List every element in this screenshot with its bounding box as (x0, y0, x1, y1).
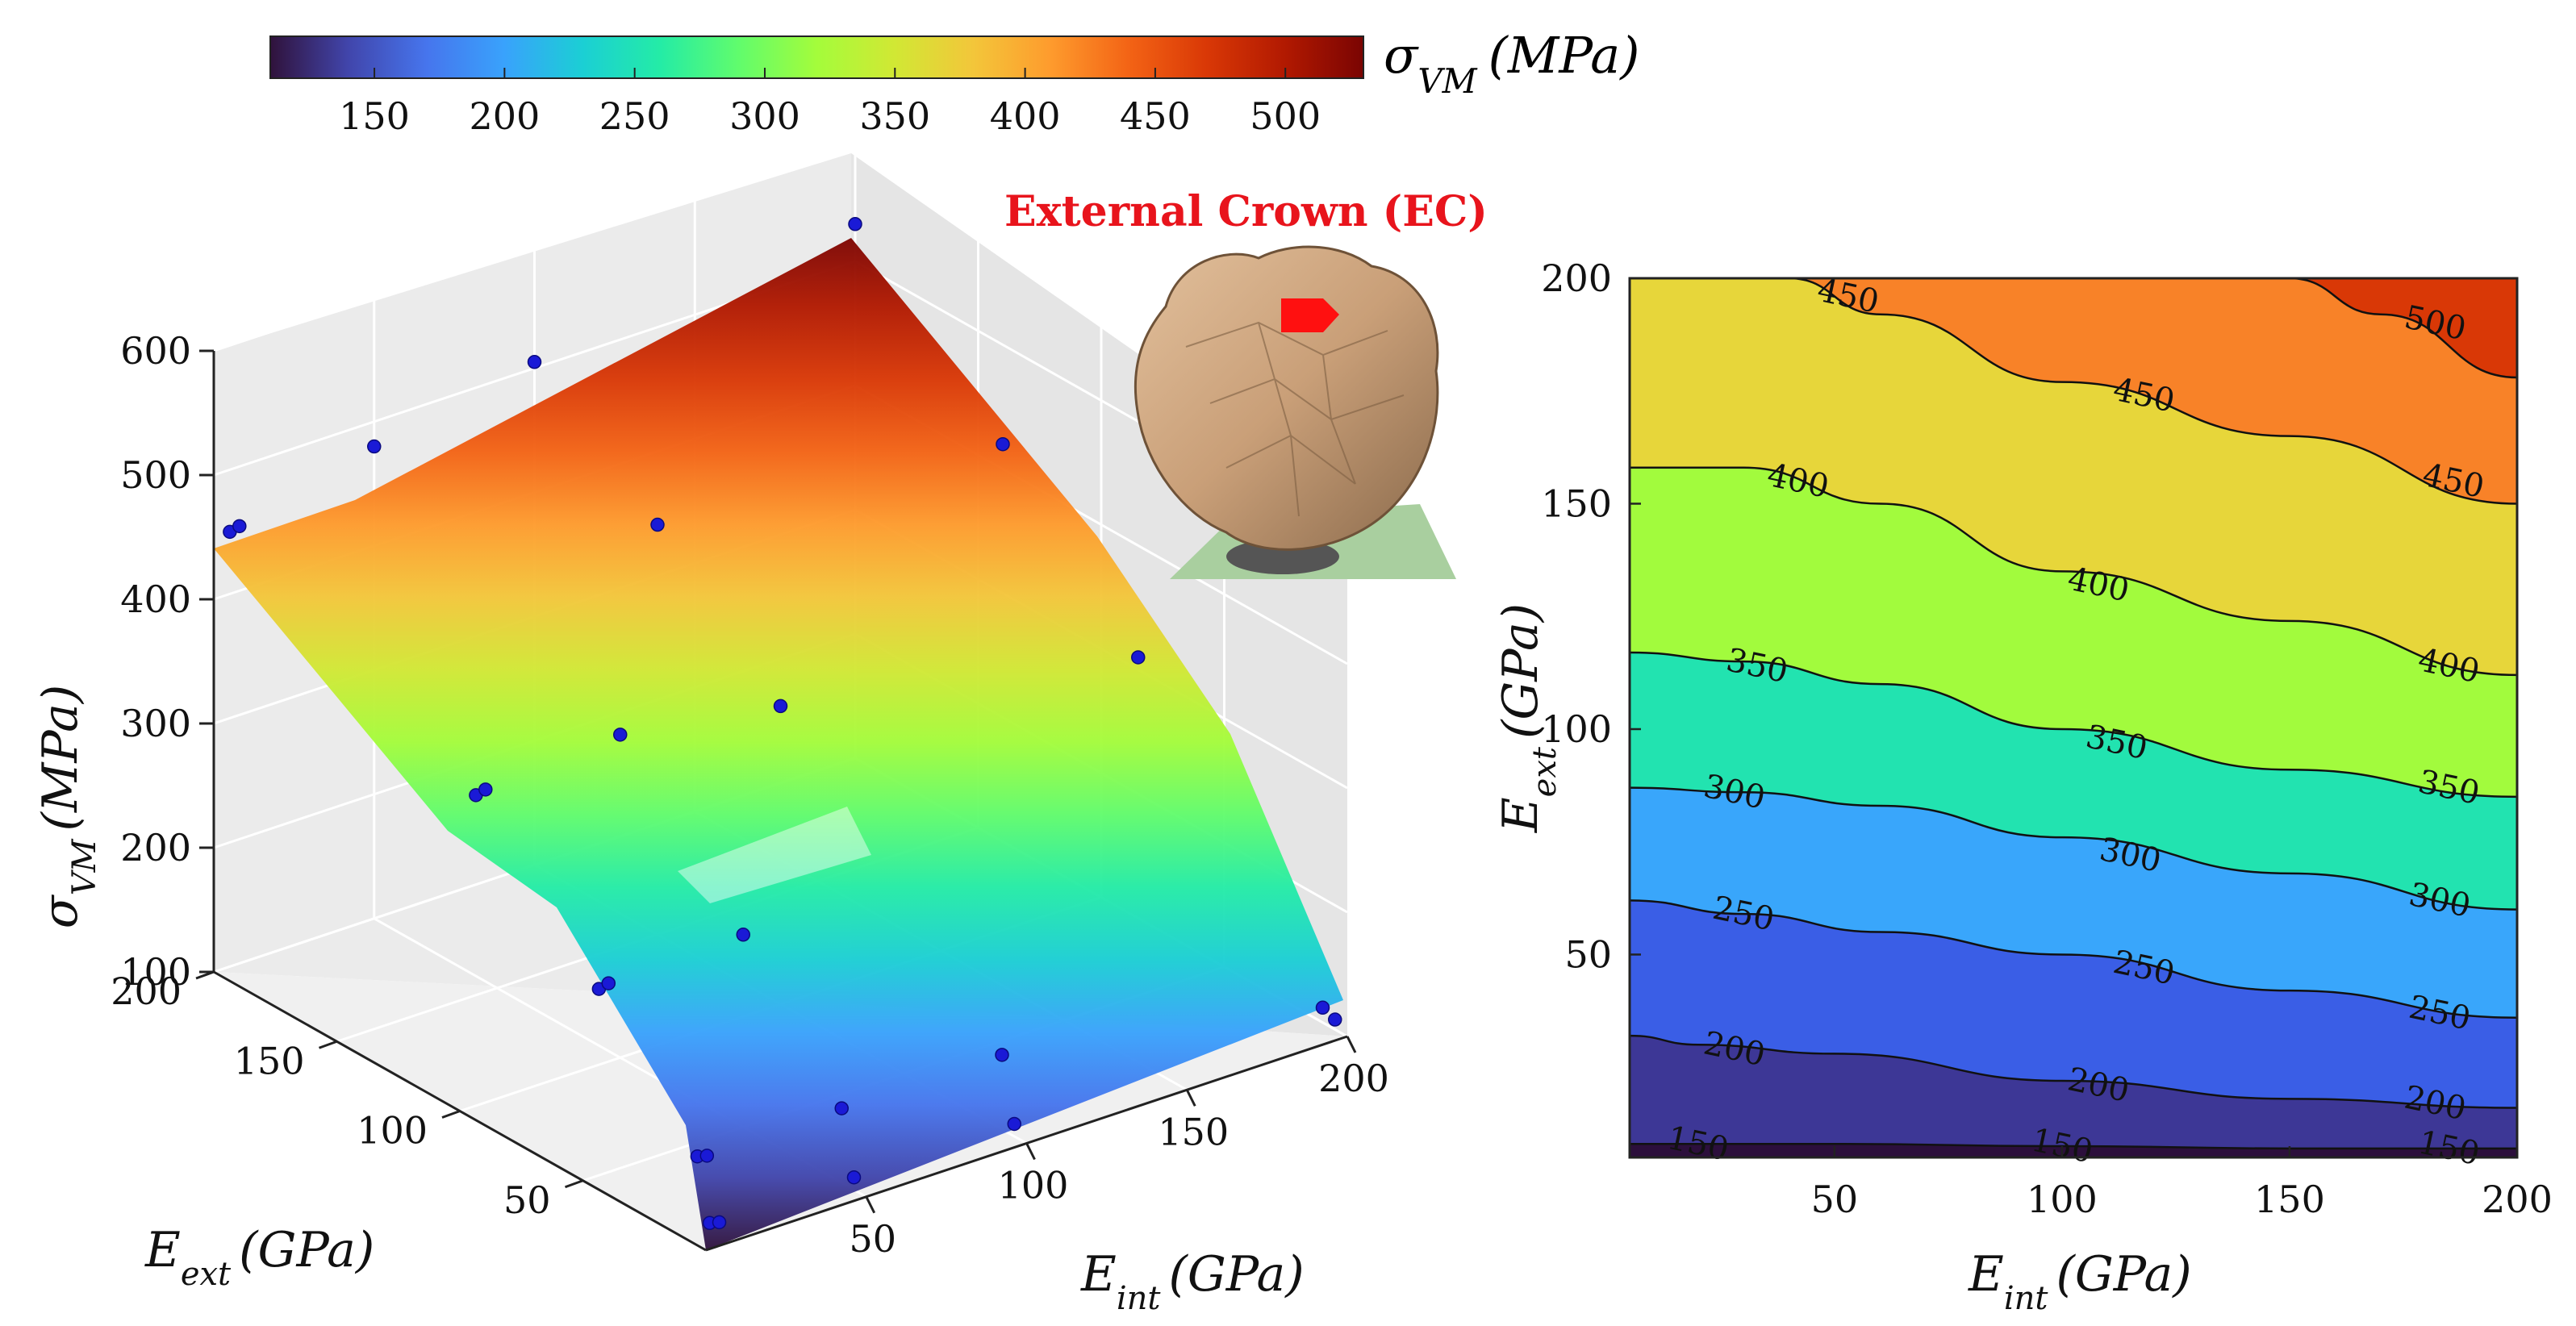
sample-point (527, 355, 542, 369)
contour-y-label: Eext(GPa) (1493, 603, 1564, 833)
y-tick-label: 200 (111, 969, 182, 1013)
x-tick-mark (865, 1196, 876, 1214)
x-tick-mark (1025, 1142, 1036, 1161)
colorbar-tick-label: 450 (1120, 94, 1191, 138)
sample-point (232, 519, 247, 534)
sample-point (712, 1215, 727, 1230)
contour-y-tick-label: 100 (1541, 707, 1612, 751)
surface-highlight (678, 807, 871, 903)
contour-y-tick-label: 150 (1541, 482, 1612, 525)
sample-point (1131, 650, 1146, 665)
z-axis-ticks: 100 200 300 400 500 600 (120, 329, 214, 994)
colorbar-ticks: 150 200 250 300 350 400 450 500 (339, 68, 1321, 138)
sample-point (367, 439, 382, 454)
tooth-crown-icon (1134, 245, 1439, 551)
contour-line (1630, 651, 2517, 799)
y-tick-mark (564, 1179, 584, 1189)
sample-point (699, 1149, 715, 1163)
x-tick-label: 200 (1318, 1057, 1389, 1100)
z-tick-label: 200 (120, 826, 191, 869)
contour-x-tick-label: 200 (2482, 1178, 2553, 1221)
inset-title: External Crown (EC) (1004, 187, 1488, 236)
contour-line (2289, 278, 2517, 379)
contour-fill-band (2289, 278, 2517, 377)
x-tick-mark (1185, 1089, 1196, 1107)
contour-line (1630, 278, 2517, 505)
colorbar-tick-label: 350 (859, 94, 930, 138)
sample-point (1315, 1000, 1330, 1015)
y-tick-label: 150 (234, 1039, 305, 1082)
y-tick-mark (318, 1040, 338, 1049)
surface-sample-points (223, 217, 1342, 1231)
x-tick-mark (1346, 1036, 1357, 1053)
colorbar-tick-label: 250 (599, 94, 670, 138)
contour-fills (1630, 278, 2517, 1157)
contour-frame (1628, 277, 2519, 1159)
contour-x-label: Eint (GPa) (1968, 1246, 2192, 1317)
sample-point (1007, 1116, 1021, 1132)
z-tick-label: 400 (120, 578, 191, 621)
x-tick-label: 50 (849, 1217, 896, 1261)
sample-point (996, 436, 1010, 452)
sample-point (773, 698, 788, 714)
sample-point (613, 728, 628, 742)
y-axis-ticks: 50 100 150 200 (111, 969, 584, 1222)
contour-fill-band (1630, 278, 2517, 504)
sample-point (736, 928, 750, 942)
sample-point (478, 782, 493, 797)
colorbar-label: σVM (MPa) (1384, 26, 1639, 101)
sample-point (1328, 1012, 1342, 1027)
sample-point (601, 976, 616, 990)
contour-x-tick-label: 50 (1811, 1178, 1859, 1221)
x-tick-label: 100 (998, 1164, 1069, 1207)
z-tick-label: 100 (120, 950, 191, 994)
x-axis-label-3d: Eint (GPa) (1080, 1246, 1305, 1317)
x-axis-ticks: 50 100 150 200 (849, 1036, 1389, 1261)
sample-point (848, 217, 862, 231)
y-tick-mark (195, 970, 215, 980)
sample-point (846, 1170, 862, 1185)
colorbar-tick-label: 150 (339, 94, 410, 138)
z-tick-label: 300 (120, 702, 191, 745)
colorbar-tick-label: 500 (1250, 94, 1321, 138)
crown-marker-icon (1281, 298, 1339, 332)
contour-y-tick-label: 50 (1564, 932, 1612, 976)
colorbar: 150 200 250 300 350 400 450 500 σVM (MPa) (269, 26, 1639, 138)
contour-x-ticks: 50 100 150 200 (1811, 1146, 2553, 1221)
contour-lines (1630, 278, 2517, 1150)
y-axis-label-3d: Eext (GPa) (144, 1222, 374, 1293)
y-tick-mark (441, 1110, 461, 1119)
y-tick-label: 100 (357, 1109, 428, 1153)
contour-y-tick-label: 200 (1541, 256, 1612, 300)
contour-line (1630, 466, 2517, 677)
colorbar-tick-label: 300 (729, 94, 800, 138)
contour-line (1630, 1034, 2517, 1109)
colorbar-tick-label: 400 (990, 94, 1061, 138)
sample-point (834, 1101, 849, 1115)
z-axis-label: σVM(MPa) (32, 685, 103, 929)
y-tick-label: 50 (503, 1178, 551, 1222)
colorbar-tick-label: 200 (469, 94, 540, 138)
contour-line (1630, 899, 2517, 1019)
crown-mesh-lines (1185, 321, 1405, 517)
contour-x-tick-label: 100 (2027, 1178, 2098, 1221)
z-tick-label: 600 (120, 329, 191, 373)
contour-y-ticks: 50 100 150 200 (1541, 256, 1641, 976)
z-tick-label: 500 (120, 453, 191, 497)
x-tick-label: 150 (1158, 1110, 1229, 1153)
colorbar-gradient (269, 35, 1364, 79)
contour-x-tick-label: 150 (2254, 1178, 2325, 1221)
crown-inset: External Crown (EC) (1004, 187, 1488, 579)
sample-point (995, 1048, 1009, 1062)
stress-surface (214, 238, 1343, 1250)
sample-point (650, 517, 665, 532)
contour-line (1630, 786, 2517, 911)
